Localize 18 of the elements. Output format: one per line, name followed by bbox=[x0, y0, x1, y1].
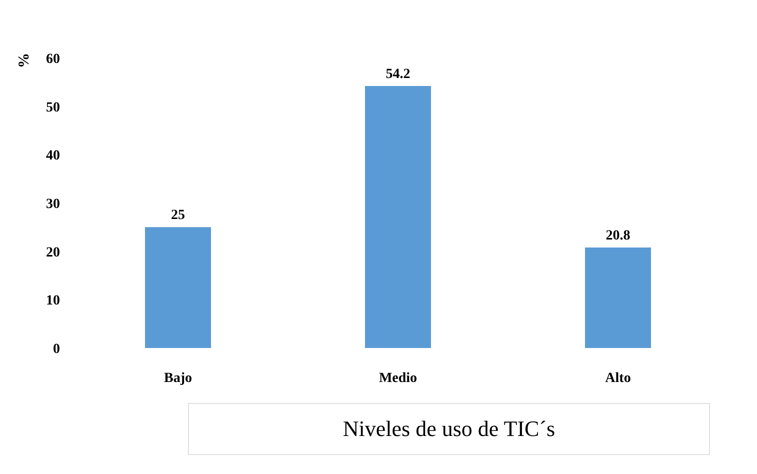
data-label: 54.2 bbox=[386, 67, 410, 82]
data-label: 25 bbox=[171, 208, 185, 224]
x-tick-label: Medio bbox=[378, 370, 418, 386]
y-tick-label: 10 bbox=[46, 294, 60, 309]
y-tick-label: 0 bbox=[53, 342, 60, 357]
data-label: 20.8 bbox=[606, 228, 630, 244]
bar bbox=[145, 227, 211, 348]
y-tick-label: 50 bbox=[46, 100, 60, 116]
y-tick-label: 60 bbox=[46, 52, 60, 67]
x-tick-label: Alto bbox=[605, 370, 631, 386]
x-axis-title: Niveles de uso de TIC´s bbox=[188, 403, 710, 455]
bar bbox=[585, 247, 651, 348]
y-tick-label: 40 bbox=[46, 148, 60, 164]
y-tick-label: 30 bbox=[46, 196, 60, 212]
bar bbox=[365, 86, 431, 348]
y-axis-title: % bbox=[16, 53, 33, 68]
x-tick-label: Bajo bbox=[164, 370, 192, 386]
y-tick-label: 20 bbox=[46, 245, 60, 260]
